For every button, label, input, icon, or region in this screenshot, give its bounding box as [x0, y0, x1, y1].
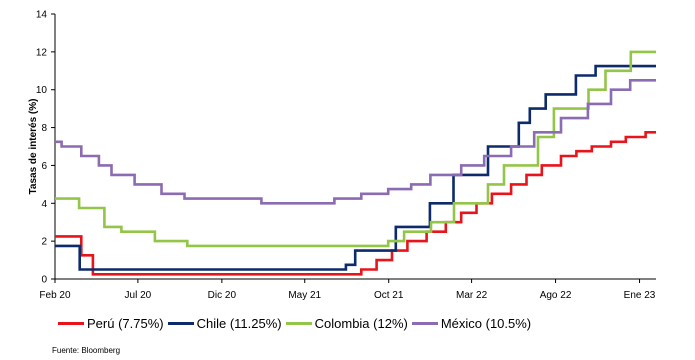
- source-note: Fuente: Bloomberg: [52, 346, 121, 355]
- legend-label: Chile (11.25%): [196, 316, 282, 331]
- legend-swatch: [411, 322, 438, 325]
- legend-label: México (10.5%): [440, 316, 532, 331]
- x-tick-label: Mar 22: [456, 290, 488, 301]
- legend-item-3: Colombia (12%): [285, 316, 408, 331]
- x-tick-label: Jul 20: [125, 290, 152, 301]
- legend-swatch: [285, 322, 312, 325]
- y-tick-label: 2: [41, 237, 47, 248]
- legend-label: Perú (7.75%): [87, 316, 164, 331]
- x-tick-label: Feb 20: [39, 290, 71, 301]
- y-tick-label: 8: [41, 123, 47, 134]
- y-tick-label: 4: [41, 199, 47, 210]
- legend-item-2: Chile (11.25%): [167, 316, 282, 331]
- legend-label: Colombia (12%): [314, 316, 408, 331]
- x-tick-label: Oct 21: [374, 290, 404, 301]
- series-line-4: [55, 79, 656, 205]
- y-axis-title: Tasas de interés (%): [28, 99, 39, 195]
- y-tick-label: 0: [41, 275, 47, 286]
- y-tick-label: 14: [36, 10, 48, 21]
- y-tick-label: 10: [36, 85, 48, 96]
- legend-swatch: [58, 322, 84, 325]
- x-tick-label: Ene 23: [624, 290, 656, 301]
- y-tick-label: 12: [36, 47, 48, 58]
- legend: Perú (7.75%) Chile (11.25%) Colombia (12%)…: [58, 316, 535, 331]
- x-tick-label: Dic 20: [208, 290, 237, 301]
- y-tick-label: 6: [41, 161, 47, 172]
- x-tick-label: Ago 22: [540, 290, 572, 301]
- legend-swatch: [167, 322, 194, 325]
- legend-item-4: México (10.5%): [411, 316, 532, 331]
- series-line-3: [55, 50, 656, 248]
- legend-item-1: Perú (7.75%): [58, 316, 164, 331]
- x-tick-label: May 21: [288, 290, 321, 301]
- series-line-2: [55, 64, 656, 271]
